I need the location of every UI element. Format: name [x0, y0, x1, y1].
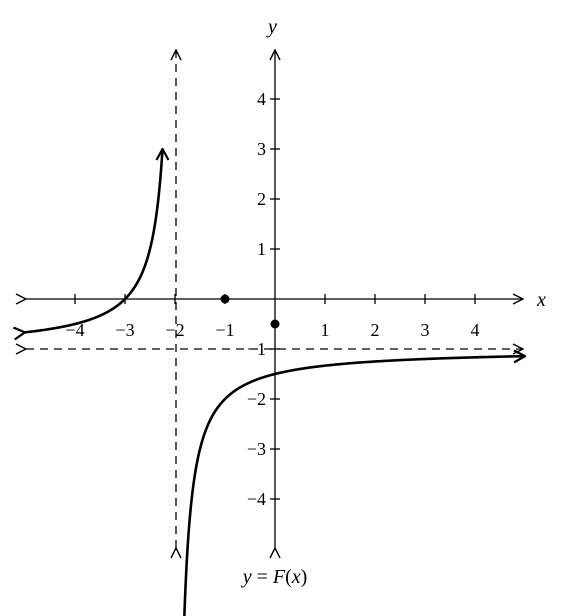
y-axis-label: y — [266, 16, 277, 38]
y-tick-label: −2 — [247, 389, 266, 409]
marked-point — [220, 294, 230, 304]
y-tick-label: −3 — [247, 439, 266, 459]
axes — [26, 50, 523, 548]
x-tick-label: −3 — [115, 320, 134, 340]
x-tick-label: 3 — [421, 320, 430, 340]
curve-branch-2 — [176, 349, 527, 616]
curve-branch-1 — [12, 147, 170, 341]
y-tick-label: 3 — [257, 139, 266, 159]
x-tick-label: 2 — [371, 320, 380, 340]
x-tick-label: −1 — [215, 320, 234, 340]
caption-y: y — [241, 566, 252, 588]
y-tick-label: 4 — [257, 89, 266, 109]
caption-equals: = — [252, 566, 273, 588]
y-tick-label: 1 — [257, 239, 266, 259]
caption-x: x — [291, 566, 301, 588]
x-tick-label: −2 — [165, 320, 184, 340]
x-axis-label: x — [536, 289, 546, 311]
curves — [12, 147, 527, 616]
points — [220, 294, 280, 329]
caption-function-name: F — [272, 566, 286, 588]
y-tick-label: −1 — [247, 339, 266, 359]
y-tick-label: 2 — [257, 189, 266, 209]
caption-open-paren: ( — [285, 566, 292, 588]
caption-close-paren: ) — [301, 566, 308, 588]
function-caption: y = F(x) — [241, 566, 308, 588]
y-tick-label: −4 — [247, 489, 266, 509]
marked-point — [270, 319, 280, 329]
x-tick-label: 4 — [471, 320, 480, 340]
x-tick-label: 1 — [321, 320, 330, 340]
